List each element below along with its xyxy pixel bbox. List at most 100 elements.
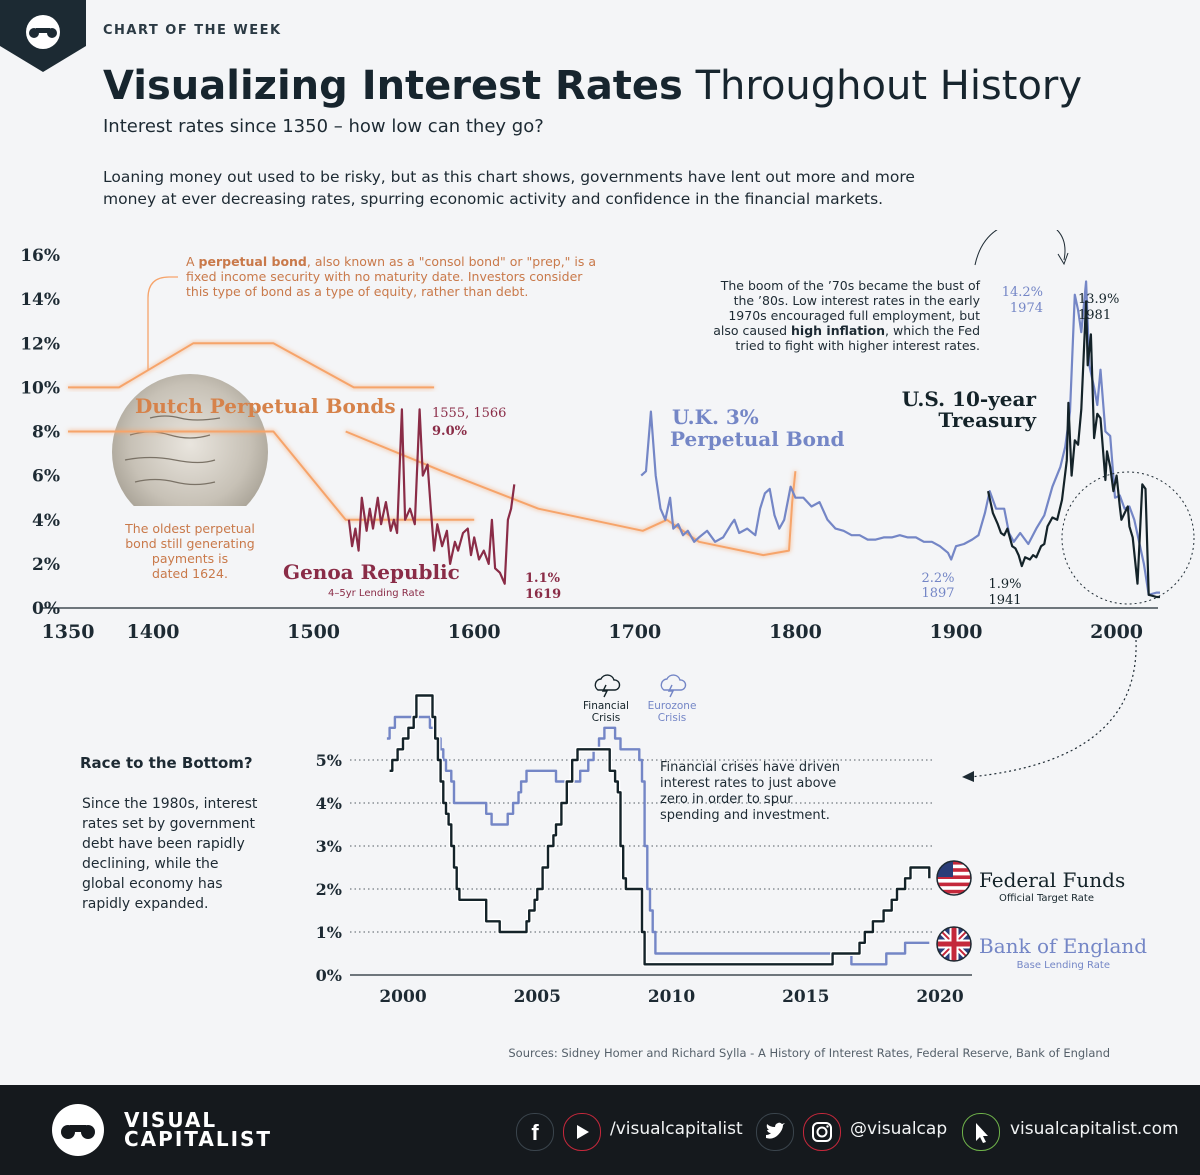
cursor-icon	[976, 1123, 988, 1143]
race-text: Since the 1980s, interest rates set by g…	[82, 796, 258, 912]
oldest-bond-image	[112, 374, 268, 530]
y-tick-label: 10%	[20, 378, 60, 398]
y-tick-label: 2%	[316, 880, 342, 899]
recent-rates-chart: 0% 1% 2% 3% 4% 5% 2000 2005 2010 2015 2020 Financ…	[316, 674, 1147, 1007]
perpetual-note-line-1: A perpetual bond, also known as a "conso…	[186, 254, 596, 269]
svg-text:1970s encouraged full employme: 1970s encouraged full employment, but	[728, 308, 980, 323]
crises-note: Financial crises have driven interest ra…	[660, 760, 840, 823]
x-tick-label: 1500	[287, 621, 340, 643]
oldest-bond-note: The oldest perpetual bond still generati…	[124, 521, 255, 581]
y-tick-label: 5%	[316, 751, 342, 770]
boom-bust-note: The boom of the ’70s became the bust of …	[713, 278, 980, 353]
title-light: Throughout History	[695, 63, 1083, 109]
zoom-connector	[962, 640, 1137, 782]
y-tick-label: 16%	[20, 246, 60, 266]
eurozone-crisis-label-1: Eurozone	[648, 700, 697, 712]
instagram-icon	[812, 1122, 832, 1142]
twitter-icon	[766, 1122, 785, 1139]
dutch-series-label: Dutch Perpetual Bonds	[135, 394, 396, 418]
youtube-button[interactable]	[563, 1113, 601, 1151]
y-tick-label: 6%	[32, 467, 60, 487]
x-axis-ticks: 1350 1400 1500 1600 1700 1800 1900 2000	[42, 621, 1143, 643]
zoom-circle	[1061, 471, 1195, 605]
perpetual-note-line-2: fixed income security with no maturity d…	[186, 269, 583, 284]
x-tick-label: 2020	[916, 987, 963, 1007]
page-title: Visualizing Interest Rates Throughout Hi…	[103, 62, 1082, 110]
youtube-icon	[577, 1125, 589, 1139]
cloud-storm-icon	[660, 674, 687, 698]
svg-text:also caused high inflation, wh: also caused high inflation, which the Fe…	[713, 323, 980, 338]
twitter-button[interactable]	[756, 1113, 794, 1151]
y-tick-label: 4%	[32, 511, 60, 531]
x-tick-label: 1600	[448, 621, 501, 643]
uk-flag-icon	[936, 926, 972, 962]
page-subtitle: Interest rates since 1350 – how low can …	[103, 116, 544, 137]
handle-visualcapitalist[interactable]: /visualcapitalist	[610, 1119, 743, 1139]
x-tick-label: 1400	[127, 621, 180, 643]
uk-peak-value: 14.2%	[1002, 285, 1043, 300]
uk-series-label-1: U.K. 3%	[672, 405, 759, 429]
svg-text:zero in order to spur: zero in order to spur	[660, 792, 793, 807]
genoa-series-sublabel: 4–5yr Lending Rate	[328, 588, 425, 599]
genoa-peak-year: 1555, 1566	[432, 406, 506, 421]
sources-note: Sources: Sidney Homer and Richard Sylla …	[508, 1046, 1110, 1060]
uk-series-label-2: Perpetual Bond	[670, 427, 845, 451]
svg-text:The boom of the ’70s became th: The boom of the ’70s became the bust of	[720, 278, 981, 293]
svg-text:f: f	[531, 1120, 539, 1145]
genoa-low-value: 1.1%	[525, 571, 561, 586]
series-line-fed	[389, 694, 931, 966]
svg-text:tried to fight with higher int: tried to fight with higher interest rate…	[735, 338, 980, 353]
historic-interest-chart: 0%2%4%6%8%10%12%14%16% 1350 1400 1500 1600 1…	[20, 230, 1195, 643]
x-tick-label: 1900	[930, 621, 983, 643]
intro-text: Loaning money out used to be risky, but …	[103, 168, 915, 208]
series-line-dutch_upper	[68, 342, 435, 389]
us-series-label-1: U.S. 10-year	[902, 387, 1037, 411]
website-button[interactable]	[962, 1113, 1000, 1151]
svg-text:The oldest perpetual: The oldest perpetual	[124, 521, 255, 536]
series-halo-fed	[389, 693, 932, 967]
y-axis-ticks: 0% 2% 4% 6% 8% 10% 12% 14% 16%	[20, 246, 60, 619]
us-series-label-2: Treasury	[938, 408, 1037, 432]
handle-visualcap[interactable]: @visualcap	[850, 1119, 948, 1139]
y-tick-label: 14%	[20, 290, 60, 310]
financial-crisis-label-2: Crisis	[592, 712, 620, 724]
svg-text:interest rates to just above: interest rates to just above	[660, 776, 836, 791]
x-tick-label: 2005	[514, 987, 561, 1007]
boom-arrow	[974, 230, 1066, 266]
x-tick-label: 1350	[42, 621, 95, 643]
svg-text:Financial crises have driven: Financial crises have driven	[660, 760, 840, 775]
y-axis-ticks: 0% 1% 2% 3% 4% 5%	[316, 751, 342, 985]
y-tick-label: 0%	[316, 966, 342, 985]
visual-capitalist-logo-icon[interactable]	[50, 1102, 110, 1158]
x-tick-label: 2010	[648, 987, 695, 1007]
eurozone-crisis-label-2: Crisis	[658, 712, 686, 724]
series-line-us	[987, 300, 1160, 599]
website-link[interactable]: visualcapitalist.com	[1010, 1119, 1179, 1139]
financial-crisis-label-1: Financial	[583, 700, 629, 712]
oldest-mask	[100, 506, 280, 578]
y-tick-label: 3%	[316, 837, 342, 856]
y-tick-label: 8%	[32, 423, 60, 443]
cloud-storm-icon	[594, 674, 621, 698]
boe-series-label: Bank of England	[979, 934, 1147, 958]
genoa-series-label: Genoa Republic	[283, 560, 460, 584]
fed-series-label: Federal Funds	[979, 868, 1125, 892]
series-group	[68, 280, 1160, 599]
svg-text:the ’80s. Low interest rates i: the ’80s. Low interest rates in the earl…	[734, 293, 981, 308]
us-flag-icon	[936, 860, 972, 896]
y-tick-label: 1%	[316, 923, 342, 942]
series-line-dutch_main	[345, 430, 797, 557]
series-line-boe	[386, 715, 930, 966]
x-tick-label: 2000	[379, 987, 426, 1007]
us-low-year: 1941	[988, 593, 1021, 608]
x-tick-label: 2015	[782, 987, 829, 1007]
visual-capitalist-logo-icon	[26, 15, 60, 49]
us-peak-value: 13.9%	[1078, 292, 1119, 307]
svg-text:payments is: payments is	[152, 551, 228, 566]
race-title: Race to the Bottom?	[80, 754, 253, 772]
svg-text:spending and investment.: spending and investment.	[660, 808, 830, 823]
facebook-button[interactable]: f	[516, 1113, 554, 1151]
brand-name-1: VISUAL	[124, 1108, 218, 1132]
series-line-dutch_lower	[68, 430, 475, 521]
instagram-button[interactable]	[803, 1113, 841, 1151]
